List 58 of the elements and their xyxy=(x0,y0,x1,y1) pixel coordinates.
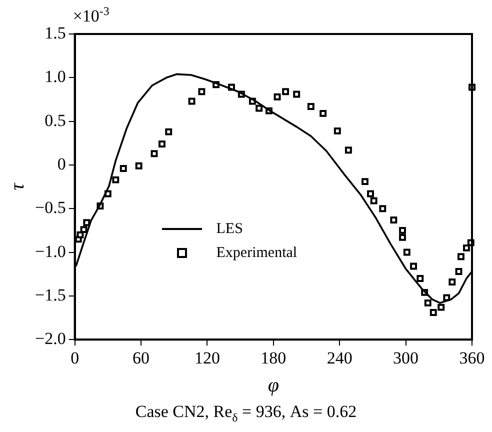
point xyxy=(120,164,127,172)
x-tick-label: 240 xyxy=(326,348,352,368)
point xyxy=(274,93,281,100)
y-tick-label: 1.0 xyxy=(44,67,66,86)
point xyxy=(150,150,158,158)
y-axis-title: τ xyxy=(6,182,28,190)
point xyxy=(293,90,300,98)
point xyxy=(399,234,406,241)
point xyxy=(256,104,263,112)
point xyxy=(320,110,327,117)
x-tick-label: 120 xyxy=(194,348,220,368)
point xyxy=(463,244,470,252)
point xyxy=(362,178,368,186)
point xyxy=(455,268,462,275)
text: Case CN2, Re$_{δ}$ = 936, As = 0.62 xyxy=(134,402,358,426)
point xyxy=(80,226,88,234)
y-tick-label: −1.5 xyxy=(34,285,66,304)
point xyxy=(344,146,352,154)
point xyxy=(198,88,206,96)
point xyxy=(390,216,398,224)
x-tick-label: 300 xyxy=(393,348,419,368)
point xyxy=(334,127,341,134)
point xyxy=(379,205,386,212)
point xyxy=(443,294,450,302)
point xyxy=(370,197,378,204)
legend-label: Experimental xyxy=(216,244,298,264)
x-tick-label: 180 xyxy=(260,348,286,368)
point xyxy=(367,190,374,198)
y-tick-label: −2.0 xyxy=(34,329,66,348)
y-tick-label: −1.0 xyxy=(34,242,66,261)
point xyxy=(158,140,166,148)
point xyxy=(165,128,172,136)
x-axis-title: φ xyxy=(268,374,279,396)
point xyxy=(188,98,196,105)
point xyxy=(410,262,418,270)
point xyxy=(416,275,424,282)
point xyxy=(282,88,290,96)
point xyxy=(76,231,84,238)
point xyxy=(135,162,142,170)
y-tick-label: −0.5 xyxy=(34,198,66,218)
text: ×10$^{-3}$ xyxy=(72,4,110,27)
point xyxy=(424,299,432,306)
point xyxy=(403,248,410,256)
point xyxy=(438,304,445,311)
y-tick-label: 1.5 xyxy=(44,23,66,42)
point xyxy=(457,253,464,260)
x-tick-label: 360 xyxy=(459,348,485,368)
x-tick-label: 0 xyxy=(70,348,80,368)
point xyxy=(112,176,120,184)
point xyxy=(448,278,456,286)
point xyxy=(399,226,406,234)
y-tick-label: 0.5 xyxy=(44,110,66,130)
point xyxy=(430,309,437,316)
legend-label: LES xyxy=(216,220,243,240)
x-tick-label: 60 xyxy=(132,348,150,368)
point xyxy=(307,102,314,110)
y-tick-label: 0 xyxy=(57,154,66,174)
point xyxy=(83,219,90,226)
